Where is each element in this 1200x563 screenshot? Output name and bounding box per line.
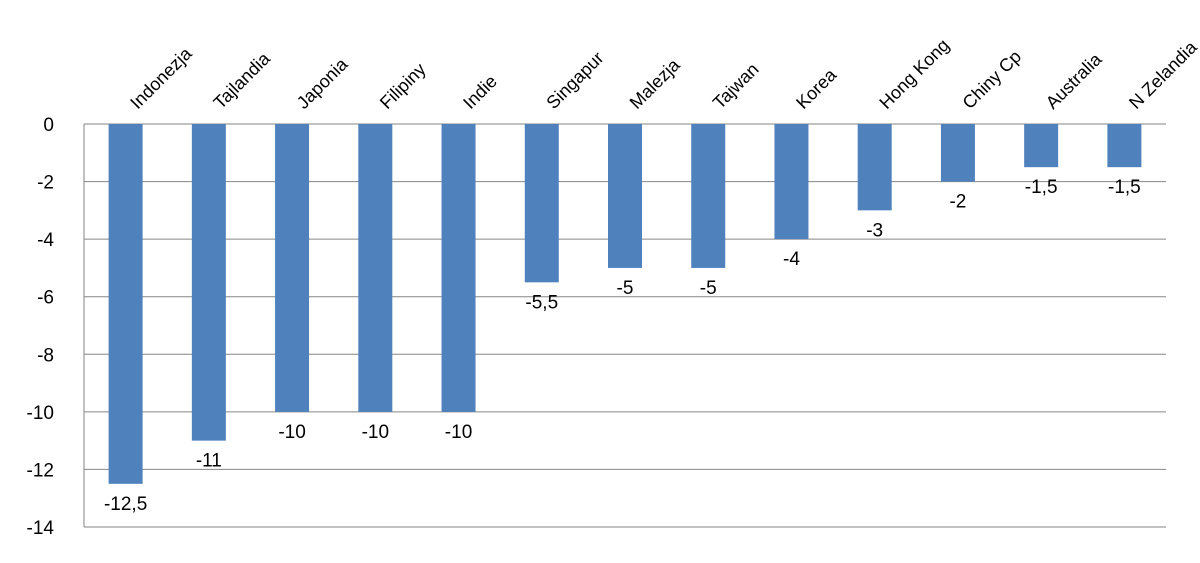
- y-axis-tick-labels: 0 -2 -4 -6 -8 -10 -12 -14: [27, 115, 55, 539]
- bar: [774, 124, 809, 240]
- category-label: Japonia: [293, 53, 352, 112]
- category-label: Tajlandia: [210, 48, 275, 113]
- data-label: -10: [445, 422, 472, 443]
- y-tick-label: 0: [43, 115, 54, 136]
- y-tick-label: -6: [37, 288, 54, 309]
- category-label: Malezja: [626, 54, 685, 113]
- bar: [441, 124, 476, 412]
- category-labels: Indonezja Tajlandia Japonia Filipiny Indie Si…: [126, 35, 1200, 113]
- data-label: -5: [700, 278, 717, 299]
- category-label: Indonezja: [126, 43, 196, 113]
- data-label: -2: [949, 192, 966, 213]
- data-label: -3: [866, 220, 883, 241]
- category-label: Indie: [459, 71, 501, 113]
- bar: [108, 124, 143, 484]
- category-label: Australia: [1042, 48, 1106, 112]
- y-tick-label: -10: [27, 403, 54, 424]
- bar: [857, 124, 892, 211]
- data-label: -1,5: [1108, 177, 1141, 198]
- bar: [1107, 124, 1142, 168]
- category-label: Singapur: [542, 48, 607, 113]
- y-tick-label: -14: [27, 518, 55, 539]
- y-tick-label: -12: [27, 460, 54, 481]
- y-tick-label: -8: [37, 345, 54, 366]
- category-label: Korea: [792, 64, 841, 113]
- y-tick-label: -2: [37, 173, 54, 194]
- category-label: Chiny Cp: [959, 46, 1025, 112]
- data-label: -5: [617, 278, 634, 299]
- data-label: -10: [362, 422, 389, 443]
- bar: [191, 124, 226, 441]
- category-label: Tajwan: [709, 59, 763, 113]
- bars: [108, 124, 1142, 484]
- bar: [608, 124, 642, 268]
- bar: [691, 124, 726, 268]
- data-label: -12,5: [104, 494, 147, 515]
- bar: [1024, 124, 1059, 168]
- data-label: -5,5: [525, 292, 558, 313]
- data-label: -10: [278, 422, 305, 443]
- bar: [524, 124, 559, 283]
- data-labels: -12,5 -11 -10 -10 -10 -5,5 -5 -5 -4 -3 -2 -1,5 -1,5: [104, 177, 1141, 515]
- bar: [940, 124, 975, 182]
- bar: [358, 124, 393, 412]
- category-label: Filipiny: [376, 59, 430, 113]
- data-label: -4: [783, 249, 800, 270]
- category-label: N Zelandia: [1125, 36, 1200, 112]
- bar: [275, 124, 310, 412]
- category-label: Hong Kong: [875, 35, 953, 113]
- y-tick-label: -4: [37, 230, 54, 251]
- data-label: -1,5: [1025, 177, 1058, 198]
- data-label: -11: [196, 451, 222, 472]
